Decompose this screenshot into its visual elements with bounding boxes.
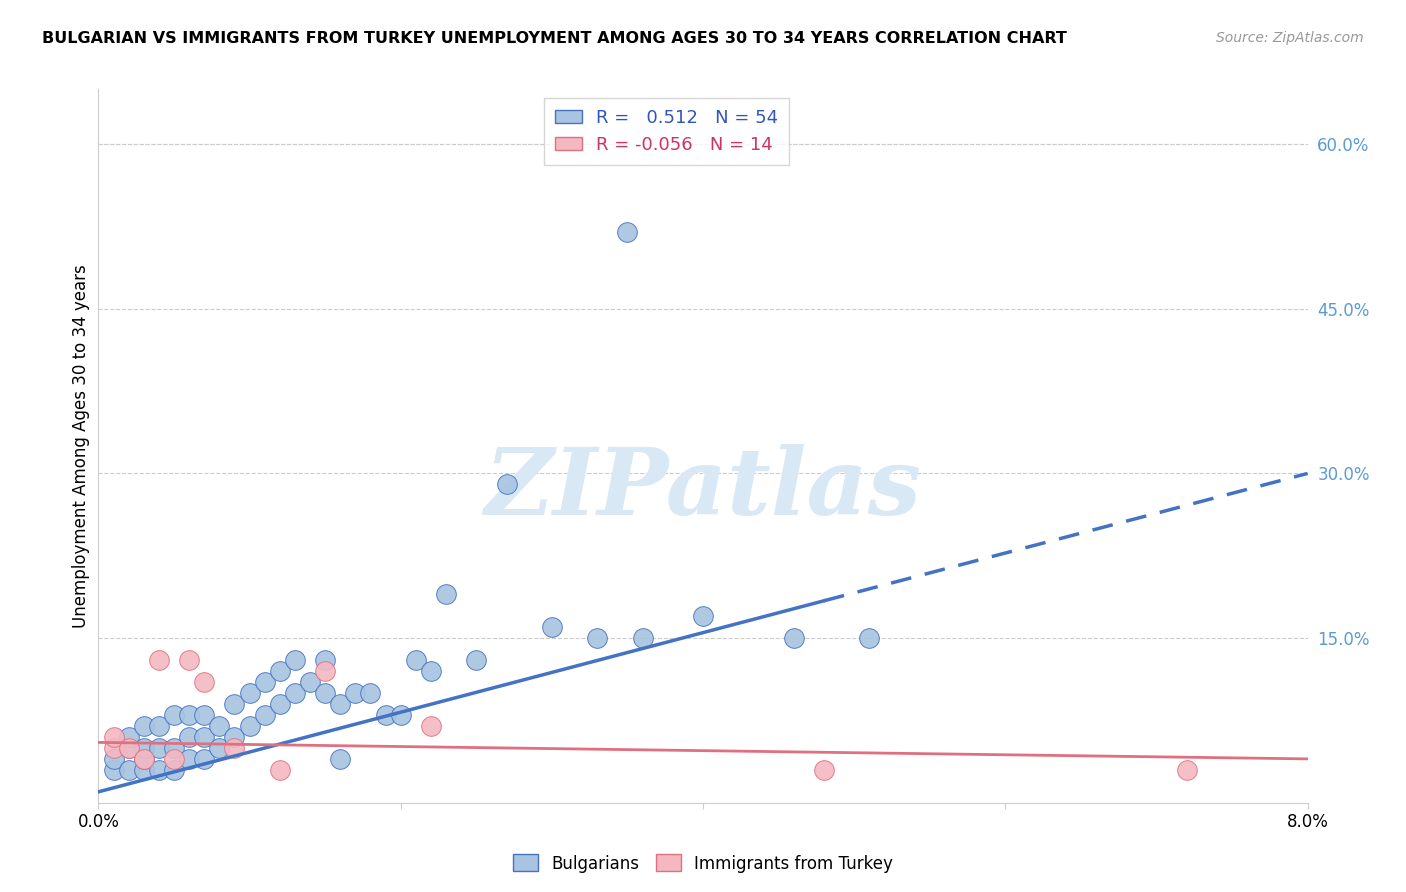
Point: [103, 740, 125, 755]
Point: [103, 763, 125, 777]
Point: [224, 697, 246, 711]
Point: [389, 708, 412, 723]
Point: [420, 664, 443, 678]
Point: [813, 763, 835, 777]
Point: [329, 697, 352, 711]
Point: [344, 686, 367, 700]
Point: [118, 740, 141, 755]
Point: [132, 752, 155, 766]
Point: [329, 752, 352, 766]
Point: [148, 653, 170, 667]
Point: [1175, 763, 1198, 777]
Point: [314, 653, 336, 667]
Point: [692, 609, 714, 624]
Point: [239, 686, 262, 700]
Point: [163, 763, 186, 777]
Point: [465, 653, 488, 667]
Point: [103, 730, 125, 744]
Point: [208, 740, 231, 755]
Point: [783, 631, 806, 645]
Legend: R =   0.512   N = 54, R = -0.056   N = 14: R = 0.512 N = 54, R = -0.056 N = 14: [544, 98, 789, 165]
Point: [269, 763, 291, 777]
Point: [163, 752, 186, 766]
Point: [405, 653, 427, 667]
Point: [148, 763, 170, 777]
Point: [179, 730, 201, 744]
Point: [253, 675, 276, 690]
Point: [193, 730, 215, 744]
Point: [541, 620, 564, 634]
Point: [253, 708, 276, 723]
Text: BULGARIAN VS IMMIGRANTS FROM TURKEY UNEMPLOYMENT AMONG AGES 30 TO 34 YEARS CORRE: BULGARIAN VS IMMIGRANTS FROM TURKEY UNEM…: [42, 31, 1067, 46]
Point: [495, 477, 517, 491]
Point: [132, 740, 155, 755]
Point: [208, 719, 231, 733]
Point: [179, 653, 201, 667]
Point: [118, 763, 141, 777]
Point: [360, 686, 382, 700]
Point: [179, 752, 201, 766]
Point: [420, 719, 443, 733]
Point: [616, 225, 638, 239]
Point: [163, 708, 186, 723]
Point: [163, 740, 186, 755]
Point: [631, 631, 654, 645]
Point: [269, 664, 291, 678]
Point: [148, 740, 170, 755]
Legend: Bulgarians, Immigrants from Turkey: Bulgarians, Immigrants from Turkey: [506, 847, 900, 880]
Point: [314, 686, 336, 700]
Point: [132, 763, 155, 777]
Point: [586, 631, 609, 645]
Point: [224, 730, 246, 744]
Point: [314, 664, 336, 678]
Point: [118, 730, 141, 744]
Point: [224, 740, 246, 755]
Point: [434, 587, 457, 601]
Point: [299, 675, 322, 690]
Point: [103, 752, 125, 766]
Point: [284, 653, 307, 667]
Point: [374, 708, 396, 723]
Point: [269, 697, 291, 711]
Point: [193, 708, 215, 723]
Point: [118, 740, 141, 755]
Text: Source: ZipAtlas.com: Source: ZipAtlas.com: [1216, 31, 1364, 45]
Point: [193, 752, 215, 766]
Y-axis label: Unemployment Among Ages 30 to 34 years: Unemployment Among Ages 30 to 34 years: [72, 264, 90, 628]
Point: [179, 708, 201, 723]
Point: [132, 752, 155, 766]
Point: [193, 675, 215, 690]
Point: [239, 719, 262, 733]
Point: [858, 631, 880, 645]
Text: ZIPatlas: ZIPatlas: [485, 444, 921, 533]
Point: [132, 719, 155, 733]
Point: [284, 686, 307, 700]
Point: [148, 719, 170, 733]
